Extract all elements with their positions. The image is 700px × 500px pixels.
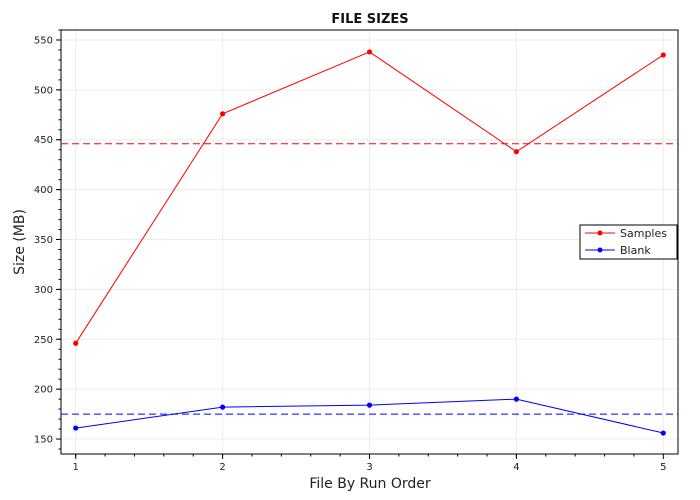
data-point-samples: [513, 149, 520, 155]
data-point-samples: [73, 340, 79, 346]
y-tick-label: 350: [34, 235, 53, 246]
legend-marker-samples: [597, 230, 603, 236]
y-tick-label: 500: [34, 85, 53, 96]
y-tick-label: 150: [34, 435, 53, 446]
y-axis: 150 200 250 300 350 400 450 500 550: [34, 29, 61, 450]
y-tick-label: 550: [34, 35, 53, 46]
x-tick-label: 3: [366, 462, 372, 473]
y-axis-title: Size (MB): [12, 209, 28, 275]
y-tick-label: 450: [34, 135, 53, 146]
data-point-samples: [219, 111, 226, 117]
y-tick-label: 300: [34, 285, 53, 296]
data-point-blank: [513, 396, 520, 402]
data-point-blank: [660, 430, 666, 436]
data-point-blank: [219, 404, 226, 410]
x-tick-label: 1: [73, 462, 79, 473]
y-tick-label: 200: [34, 385, 53, 396]
legend-box: [579, 224, 678, 260]
x-tick-label: 2: [219, 462, 225, 473]
x-axis: 1 2 3 4 5: [73, 454, 666, 473]
x-axis-title: File By Run Order: [309, 476, 431, 492]
legend-marker-blank: [597, 247, 603, 253]
y-tick-label: 400: [34, 185, 53, 196]
legend-label-samples: Samples: [620, 227, 667, 240]
chart-title: FILE SIZES: [331, 12, 408, 27]
y-tick-label: 250: [34, 335, 53, 346]
legend: Samples Blank: [579, 224, 678, 260]
x-tick-label: 4: [513, 462, 519, 473]
x-tick-label: 5: [660, 462, 666, 473]
data-point-blank: [73, 425, 79, 431]
data-point-blank: [366, 402, 373, 408]
data-point-samples: [366, 49, 373, 55]
data-point-samples: [660, 52, 666, 58]
mean-lines: [61, 143, 678, 415]
series: [73, 49, 666, 436]
legend-label-blank: Blank: [620, 244, 651, 257]
